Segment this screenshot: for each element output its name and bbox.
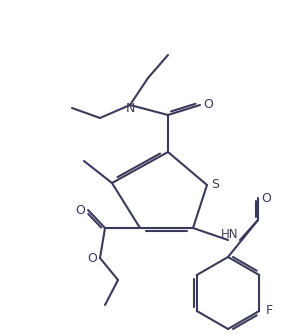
- Text: O: O: [203, 98, 213, 112]
- Text: F: F: [265, 304, 273, 318]
- Text: S: S: [211, 178, 219, 192]
- Text: N: N: [125, 101, 135, 115]
- Text: HN: HN: [221, 227, 239, 241]
- Text: O: O: [261, 192, 271, 205]
- Text: O: O: [87, 252, 97, 264]
- Text: O: O: [75, 204, 85, 216]
